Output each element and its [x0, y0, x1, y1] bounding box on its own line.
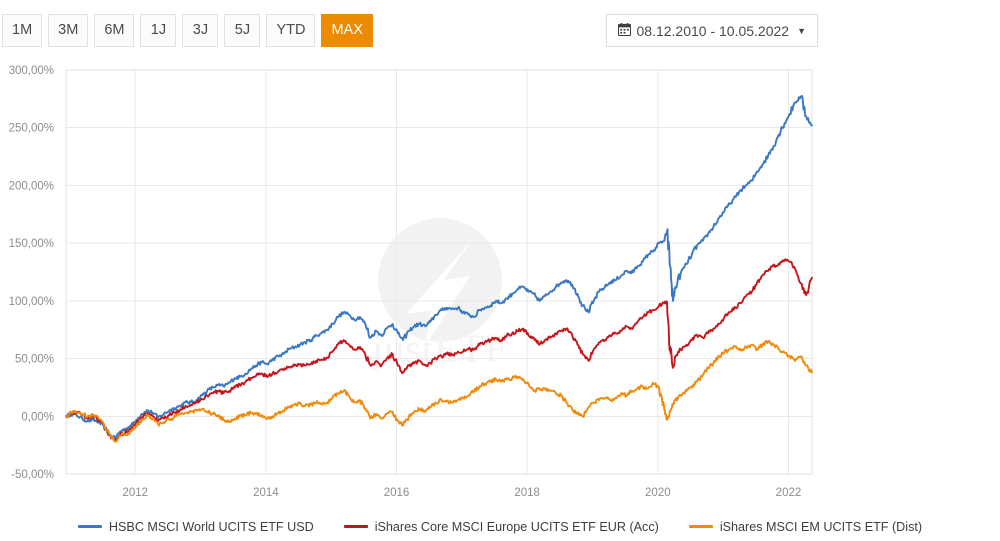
- legend-label: iShares MSCI EM UCITS ETF (Dist): [719, 519, 923, 534]
- y-tick-label: 150,00%: [9, 238, 54, 250]
- legend-item-1[interactable]: iShares Core MSCI Europe UCITS ETF EUR (…: [343, 519, 659, 534]
- range-button-3j[interactable]: 3J: [182, 14, 219, 47]
- legend-item-0[interactable]: HSBC MSCI World UCITS ETF USD: [77, 519, 314, 534]
- y-tick-label: 50,00%: [15, 354, 54, 366]
- watermark: justETF: [370, 218, 508, 371]
- chart-canvas: justETF 300,00% 250,00% 200,00% 150,00% 100,…: [9, 65, 813, 499]
- y-tick-label: 0,00%: [21, 411, 54, 423]
- y-tick-label: 200,00%: [9, 180, 54, 192]
- watermark-arrow-icon: [406, 240, 472, 348]
- x-tick-label: 2012: [122, 487, 148, 499]
- y-axis-tick-labels: 300,00% 250,00% 200,00% 150,00% 100,00% 50,00…: [9, 65, 54, 481]
- legend-label: HSBC MSCI World UCITS ETF USD: [108, 519, 314, 534]
- range-button-5j[interactable]: 5J: [224, 14, 261, 47]
- performance-chart: justETF 300,00% 250,00% 200,00% 150,00% 100,…: [0, 62, 1000, 510]
- range-button-ytd[interactable]: YTD: [266, 14, 316, 47]
- series-line-1: [65, 258, 813, 442]
- y-tick-label: 100,00%: [9, 296, 54, 308]
- date-range-value: 08.12.2010 - 10.05.2022: [636, 22, 790, 39]
- calendar-icon: [617, 23, 631, 38]
- chart-legend: HSBC MSCI World UCITS ETF USD iShares Cor…: [0, 512, 1000, 541]
- x-tick-label: 2022: [776, 487, 802, 499]
- y-tick-label: 300,00%: [9, 65, 54, 77]
- x-axis-tick-labels: 2012 2014 2016 2018 2020 2022: [122, 487, 801, 499]
- legend-item-2[interactable]: iShares MSCI EM UCITS ETF (Dist): [688, 519, 923, 534]
- y-tick-label: -50,00%: [11, 469, 54, 481]
- y-tick-label: 250,00%: [9, 123, 54, 135]
- range-button-1j[interactable]: 1J: [140, 14, 177, 47]
- range-button-3m[interactable]: 3M: [48, 14, 89, 47]
- chevron-down-icon: ▼: [797, 25, 806, 36]
- date-range-picker[interactable]: 08.12.2010 - 10.05.2022 ▼: [605, 14, 818, 47]
- legend-color-swatch: [688, 525, 713, 528]
- range-button-max[interactable]: MAX: [321, 14, 373, 47]
- series-line-2: [65, 339, 813, 443]
- legend-label: iShares Core MSCI Europe UCITS ETF EUR (…: [374, 519, 659, 534]
- x-tick-label: 2014: [253, 487, 279, 499]
- plot-area-border: [65, 69, 813, 475]
- series-line-0: [65, 94, 813, 440]
- legend-color-swatch: [77, 525, 102, 528]
- x-tick-label: 2016: [384, 487, 410, 499]
- chart-toolbar: 1M 3M 6M 1J 3J 5J YTD MAX 08.12.2010 - 10.05.20…: [0, 0, 1000, 62]
- legend-color-swatch: [343, 525, 368, 528]
- range-button-6m[interactable]: 6M: [94, 14, 135, 47]
- x-tick-label: 2018: [514, 487, 540, 499]
- chart-series-group: [65, 94, 813, 443]
- range-button-1m[interactable]: 1M: [2, 14, 43, 47]
- watermark-text: justETF: [370, 326, 508, 371]
- x-tick-label: 2020: [645, 487, 671, 499]
- range-selector-group: 1M 3M 6M 1J 3J 5J YTD MAX: [2, 14, 373, 47]
